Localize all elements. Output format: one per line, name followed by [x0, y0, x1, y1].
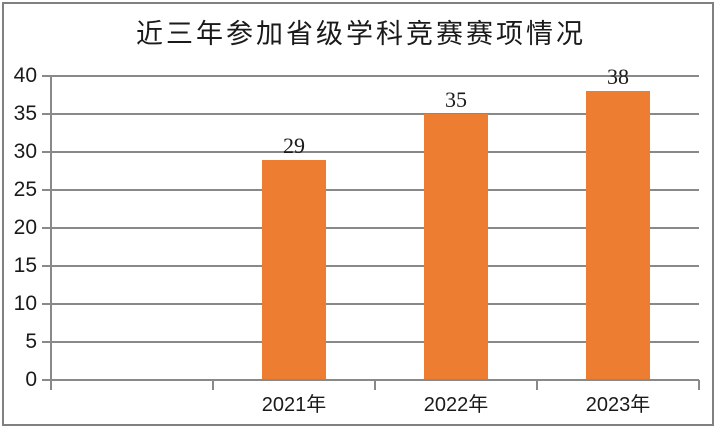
gridline-y-40	[42, 75, 699, 77]
bar-2023年	[586, 91, 650, 380]
y-axis-tick-label: 25	[13, 178, 37, 201]
bar-value-label: 38	[607, 64, 629, 90]
y-axis-tick-label: 10	[13, 292, 37, 315]
gridline-y-0	[42, 379, 699, 381]
chart-border	[2, 2, 714, 426]
gridline-y-10	[42, 303, 699, 305]
y-axis-tick-label: 15	[13, 254, 37, 277]
bar-2022年	[424, 114, 488, 380]
gridline-y-5	[42, 341, 699, 343]
y-axis-tick-label: 0	[25, 368, 37, 391]
gridline-y-30	[42, 151, 699, 153]
chart-title: 近三年参加省级学科竞赛赛项情况	[136, 19, 586, 49]
x-axis-category-label: 2022年	[423, 394, 489, 416]
x-axis-tick	[50, 380, 52, 390]
y-axis-line	[50, 76, 52, 390]
gridline-y-35	[42, 113, 699, 115]
gridline-y-25	[42, 189, 699, 191]
x-axis-tick	[374, 380, 376, 390]
x-axis-category-label: 2021年	[261, 394, 327, 416]
y-axis-tick-label: 40	[13, 64, 37, 87]
gridline-y-15	[42, 265, 699, 267]
y-axis-tick-label: 20	[13, 216, 37, 239]
bar-2021年	[262, 159, 326, 380]
x-axis-category-label: 2023年	[585, 394, 651, 416]
x-axis-tick	[536, 380, 538, 390]
y-axis-tick-label: 30	[13, 140, 37, 163]
gridline-y-20	[42, 227, 699, 229]
bar-value-label: 29	[283, 132, 305, 158]
x-axis-tick	[212, 380, 214, 390]
y-axis-tick-label: 5	[25, 330, 37, 353]
plot-area: 0 5 10 15 20 25 30 35 40 29 2021年 35 2022年 38 2023年	[14, 64, 700, 416]
x-axis-tick	[698, 380, 700, 390]
bar-value-label: 35	[445, 87, 467, 112]
y-axis-tick-label: 35	[13, 102, 37, 125]
